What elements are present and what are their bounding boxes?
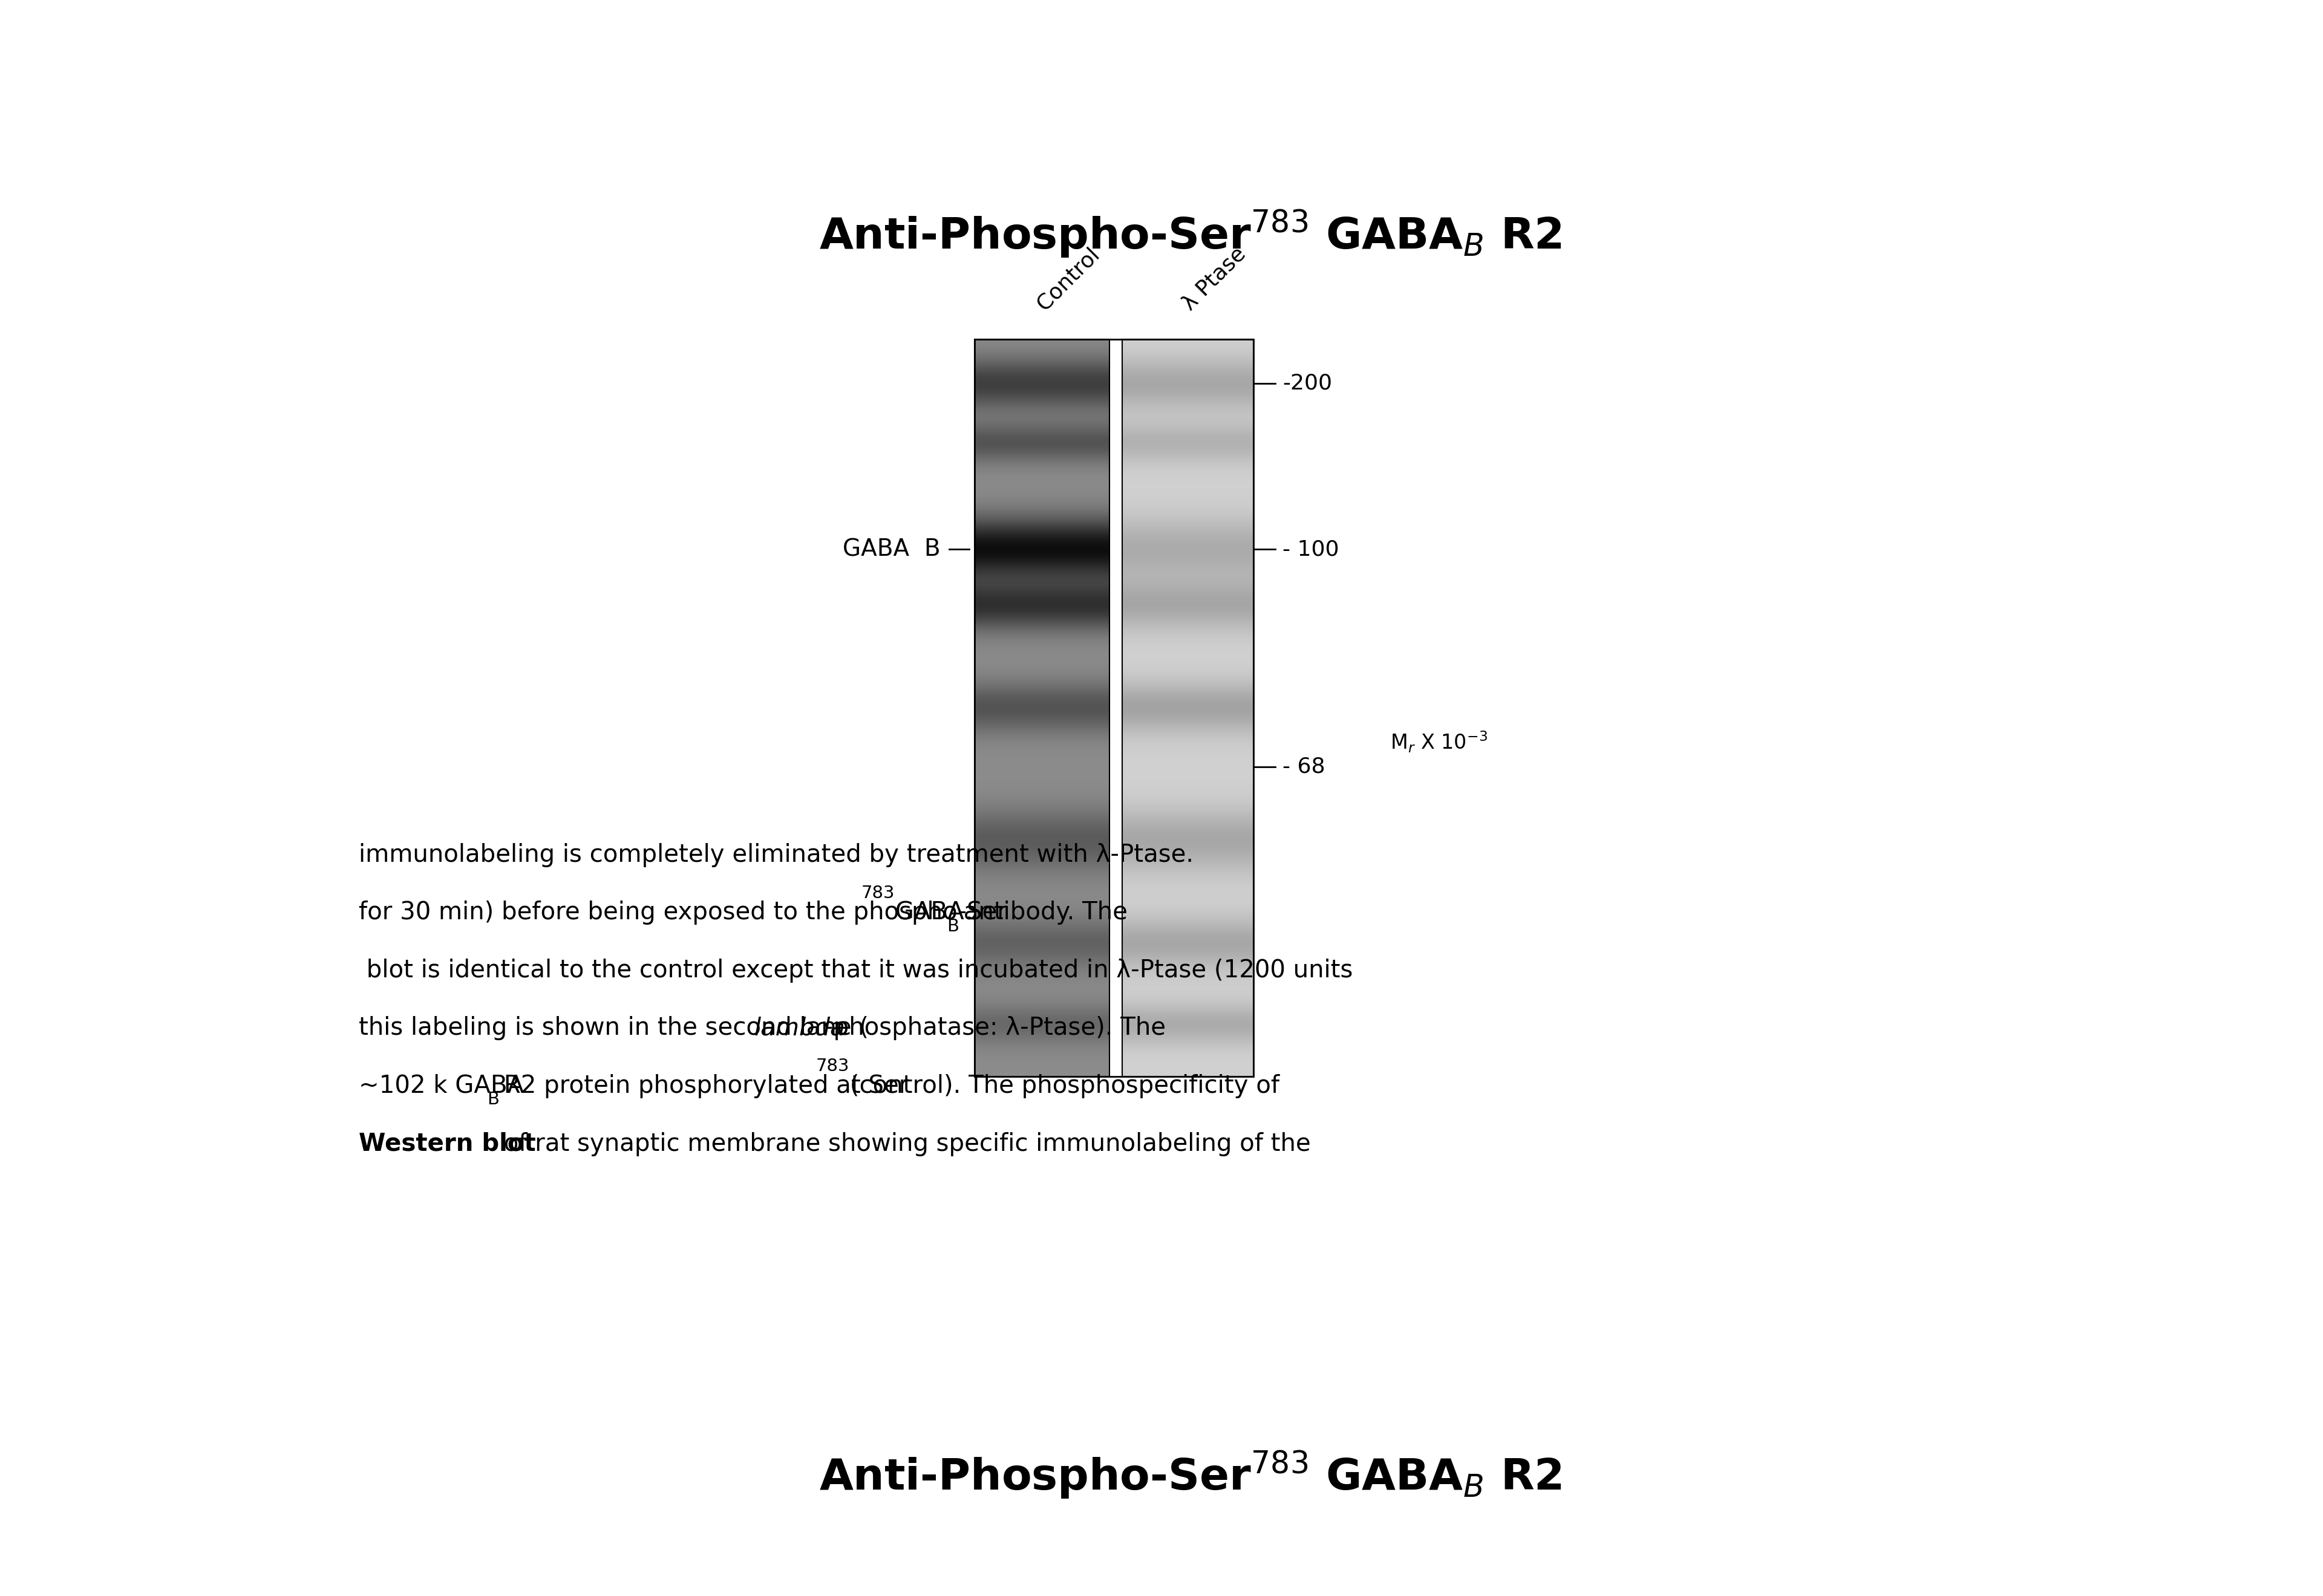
Text: of rat synaptic membrane showing specific immunolabeling of the: of rat synaptic membrane showing specifi…: [497, 1132, 1310, 1156]
Text: GABA  B: GABA B: [843, 538, 941, 560]
Text: antibody. The: antibody. The: [957, 900, 1127, 926]
Text: Anti-Phospho-Ser$^{783}$ GABA$_B$ R2: Anti-Phospho-Ser$^{783}$ GABA$_B$ R2: [820, 209, 1561, 260]
Text: B: B: [948, 918, 959, 935]
Text: ~102 k GABA: ~102 k GABA: [358, 1074, 525, 1098]
Text: - 68: - 68: [1282, 757, 1324, 777]
Text: -200: -200: [1282, 373, 1331, 394]
Text: immunolabeling is completely eliminated by treatment with λ-Ptase.: immunolabeling is completely eliminated …: [358, 843, 1194, 867]
Text: R2 protein phosphorylated at Ser: R2 protein phosphorylated at Ser: [497, 1074, 908, 1098]
Text: lambda: lambda: [755, 1017, 846, 1041]
Text: -phosphatase: λ-Ptase). The: -phosphatase: λ-Ptase). The: [825, 1017, 1166, 1041]
Text: blot is identical to the control except that it was incubated in λ-Ptase (1200 u: blot is identical to the control except …: [358, 959, 1352, 983]
Text: for 30 min) before being exposed to the phospho-Ser: for 30 min) before being exposed to the …: [358, 900, 1008, 926]
Text: B: B: [488, 1092, 499, 1108]
Text: M$_r$ X 10$^{-3}$: M$_r$ X 10$^{-3}$: [1391, 729, 1487, 755]
Text: (control). The phosphospecificity of: (control). The phosphospecificity of: [843, 1074, 1280, 1098]
Text: - 100: - 100: [1282, 539, 1338, 560]
Text: Anti-Phospho-Ser$^{783}$ GABA$_B$ R2: Anti-Phospho-Ser$^{783}$ GABA$_B$ R2: [820, 1449, 1561, 1502]
Text: Control: Control: [1034, 244, 1103, 314]
Text: λ Ptase: λ Ptase: [1178, 244, 1250, 314]
Bar: [1122, 338, 1254, 1076]
Bar: [976, 338, 1254, 1076]
Text: 783: 783: [815, 1058, 850, 1076]
Text: GABA: GABA: [887, 900, 964, 926]
Text: this labeling is shown in the second lane (: this labeling is shown in the second lan…: [358, 1017, 869, 1041]
Text: 783: 783: [862, 884, 894, 902]
Text: Western blot: Western blot: [358, 1132, 537, 1156]
Bar: [976, 338, 1110, 1076]
